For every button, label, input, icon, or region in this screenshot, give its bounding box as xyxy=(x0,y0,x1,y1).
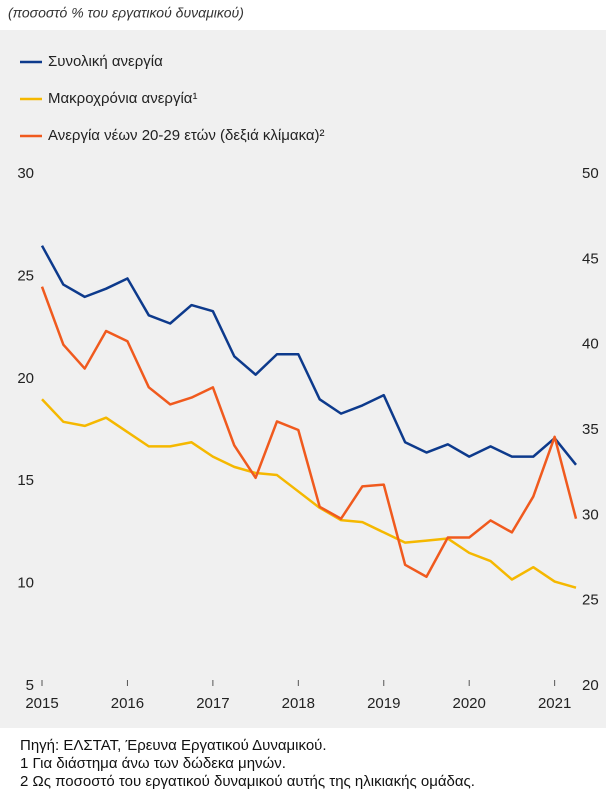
legend-label: Ανεργία νέων 20-29 ετών (δεξιά κλίμακα)² xyxy=(48,127,325,144)
note: Πηγή: ΕΛΣΤΑΤ, Έρευνα Εργατικού Δυναμικού… xyxy=(20,737,327,754)
y2-tick-label: 40 xyxy=(582,336,599,353)
y2-tick-label: 45 xyxy=(582,250,599,267)
subtitle: (ποσοστό % του εργατικού δυναμικού) xyxy=(8,5,244,21)
y2-tick-label: 20 xyxy=(582,677,599,694)
legend-label: Μακροχρόνια ανεργία¹ xyxy=(48,90,197,107)
x-tick-label: 2016 xyxy=(111,695,144,712)
series-line xyxy=(41,398,577,589)
y-tick-label: 10 xyxy=(17,575,34,592)
y-tick-label: 15 xyxy=(17,472,34,489)
x-tick-label: 2020 xyxy=(453,695,486,712)
y2-tick-label: 35 xyxy=(582,421,599,438)
note: 1 Για διάστημα άνω των δώδεκα μηνών. xyxy=(20,755,286,772)
y2-tick-label: 25 xyxy=(582,592,599,609)
series-line xyxy=(40,286,578,579)
y-tick-label: 30 xyxy=(17,165,34,182)
x-tick-label: 2017 xyxy=(196,695,229,712)
x-tick-label: 2021 xyxy=(538,695,571,712)
y-tick-label: 20 xyxy=(17,370,34,387)
legend-label: Συνολική ανεργία xyxy=(48,53,163,70)
note: 2 Ως ποσοστό του εργατικού δυναμικού αυτ… xyxy=(20,773,475,790)
y-tick-label: 25 xyxy=(17,267,34,284)
x-tick-label: 2019 xyxy=(367,695,400,712)
plot-background xyxy=(0,30,606,728)
y2-tick-label: 50 xyxy=(582,165,599,182)
x-tick-label: 2018 xyxy=(282,695,315,712)
x-tick-label: 2015 xyxy=(25,695,58,712)
series-line xyxy=(40,245,577,466)
y-tick-label: 5 xyxy=(26,677,34,694)
y2-tick-label: 30 xyxy=(582,506,599,523)
